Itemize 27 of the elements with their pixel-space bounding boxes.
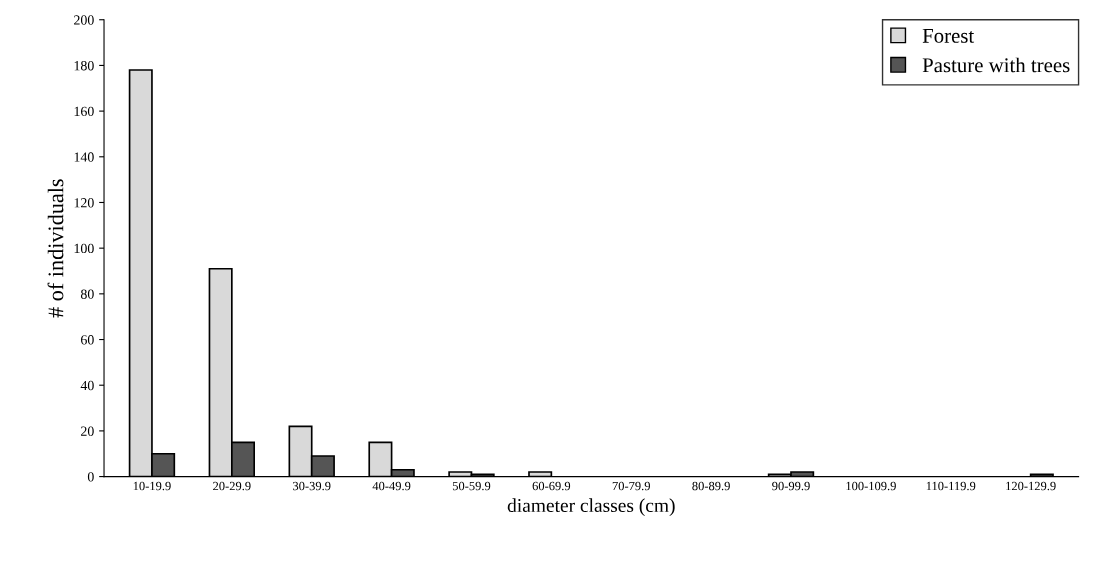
y-tick-label: 80	[80, 289, 94, 299]
x-tick-label: 50-59.9	[452, 481, 491, 491]
x-tick-label: 100-109.9	[846, 481, 896, 491]
y-tick-label: 180	[74, 61, 94, 71]
y-tick-label: 0	[87, 472, 94, 482]
y-axis-title: # of individuals	[47, 179, 64, 318]
x-tick-label: 120-129.9	[1006, 481, 1056, 491]
y-tick-label: 160	[74, 106, 94, 117]
x-tick-label: 110-119.9	[926, 481, 976, 491]
x-tick-label: 90-99.9	[772, 481, 810, 491]
x-tick-label: 40-49.9	[372, 481, 411, 491]
legend-label: Forest	[922, 29, 975, 43]
x-tick-label: 70-79.9	[612, 481, 650, 491]
x-axis-title: diameter classes (cm)	[507, 498, 675, 516]
x-tick-label: 80-89.9	[692, 481, 730, 491]
y-tick-label: 20	[81, 426, 94, 436]
y-tick-label: 100	[74, 243, 94, 254]
x-tick-label: 20-29.9	[213, 481, 251, 491]
y-tick-label: 140	[74, 152, 94, 162]
y-tick-label: 200	[74, 15, 94, 25]
x-tick-label: 10-19.9	[133, 481, 171, 491]
y-tick-label: 40	[80, 380, 94, 391]
legend-label: Pasture with trees	[922, 57, 1070, 73]
x-tick-label: 30-39.9	[293, 481, 331, 491]
y-tick-label: 120	[74, 198, 94, 208]
y-tick-label: 60	[81, 335, 94, 345]
x-tick-label: 60-69.9	[532, 481, 571, 491]
